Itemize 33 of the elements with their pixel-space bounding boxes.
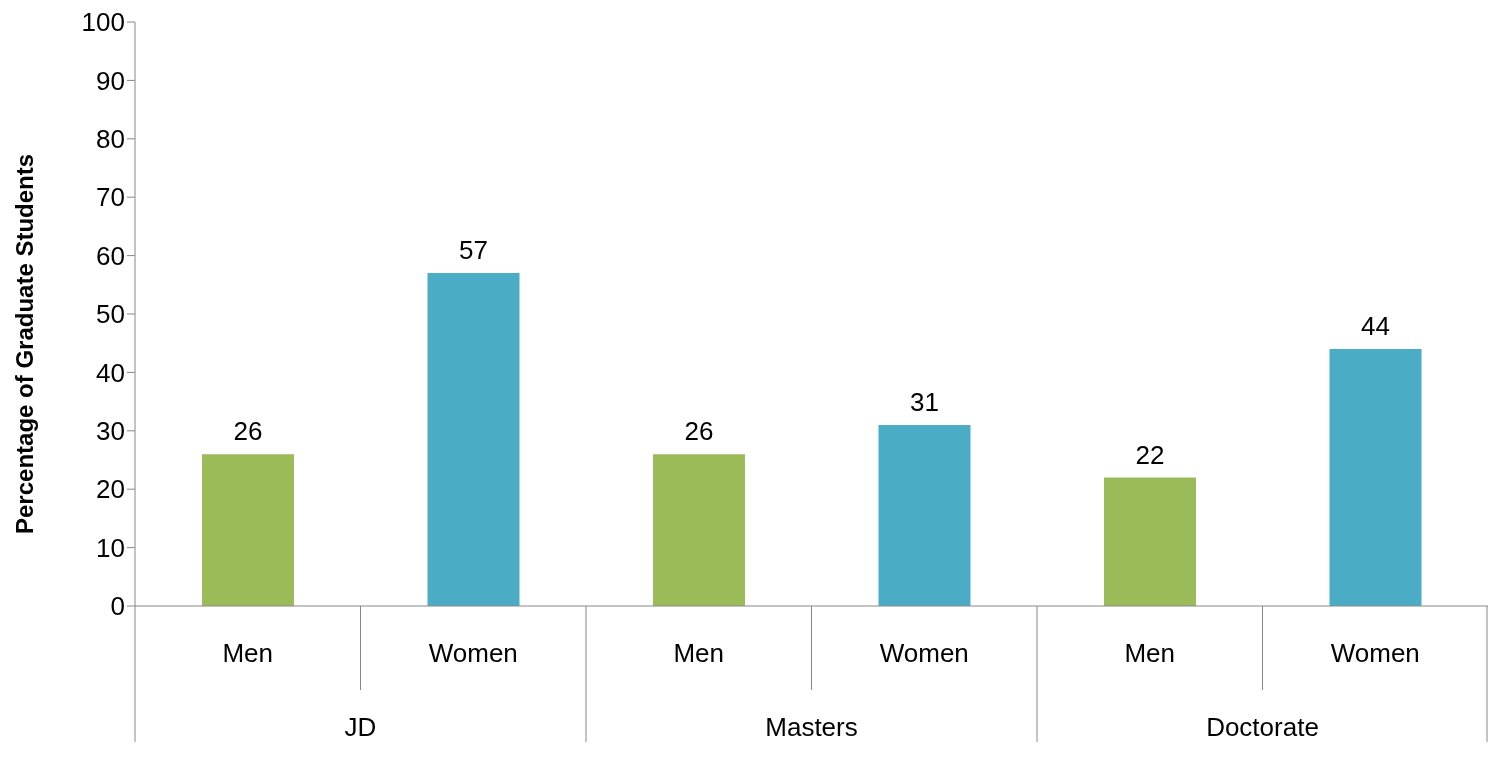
y-tick-label: 100: [81, 7, 125, 38]
x-tick-label: Men: [222, 638, 274, 668]
y-tick-label: 60: [96, 240, 125, 271]
data-label: 57: [459, 235, 488, 266]
bar: [427, 273, 520, 606]
y-tick-label: 50: [96, 299, 125, 330]
text: Masters: [765, 712, 858, 742]
bar: [878, 424, 971, 606]
y-tick-label: 70: [96, 182, 125, 213]
data-label: 31: [910, 386, 939, 417]
data-label: 22: [1135, 439, 1165, 470]
y-tick-label: 20: [96, 474, 125, 505]
y-tick-label: 40: [96, 357, 125, 388]
text: JD: [344, 712, 377, 742]
bar: [653, 454, 745, 606]
data-label: 26: [684, 416, 714, 447]
text: Doctorate: [1206, 712, 1319, 742]
x-tick-label: Women: [1330, 638, 1420, 668]
bar: [1329, 349, 1422, 606]
x-tick-label: Women: [428, 638, 518, 668]
y-tick-label: 80: [96, 124, 125, 155]
y-tick-label: 10: [96, 532, 125, 563]
y-tick-label: 90: [96, 65, 125, 96]
data-label: 26: [233, 416, 263, 447]
x-tick-label: Women: [879, 638, 969, 668]
y-tick-label: 0: [110, 591, 125, 622]
y-tick-label: 30: [96, 416, 125, 447]
bar: [1104, 477, 1196, 606]
bar: [202, 454, 294, 606]
x-tick-label: Men: [1124, 638, 1176, 668]
x-tick-label: Men: [673, 638, 725, 668]
data-label: 44: [1361, 311, 1390, 342]
y-axis-title: Percentage of Graduate Students: [10, 153, 38, 534]
